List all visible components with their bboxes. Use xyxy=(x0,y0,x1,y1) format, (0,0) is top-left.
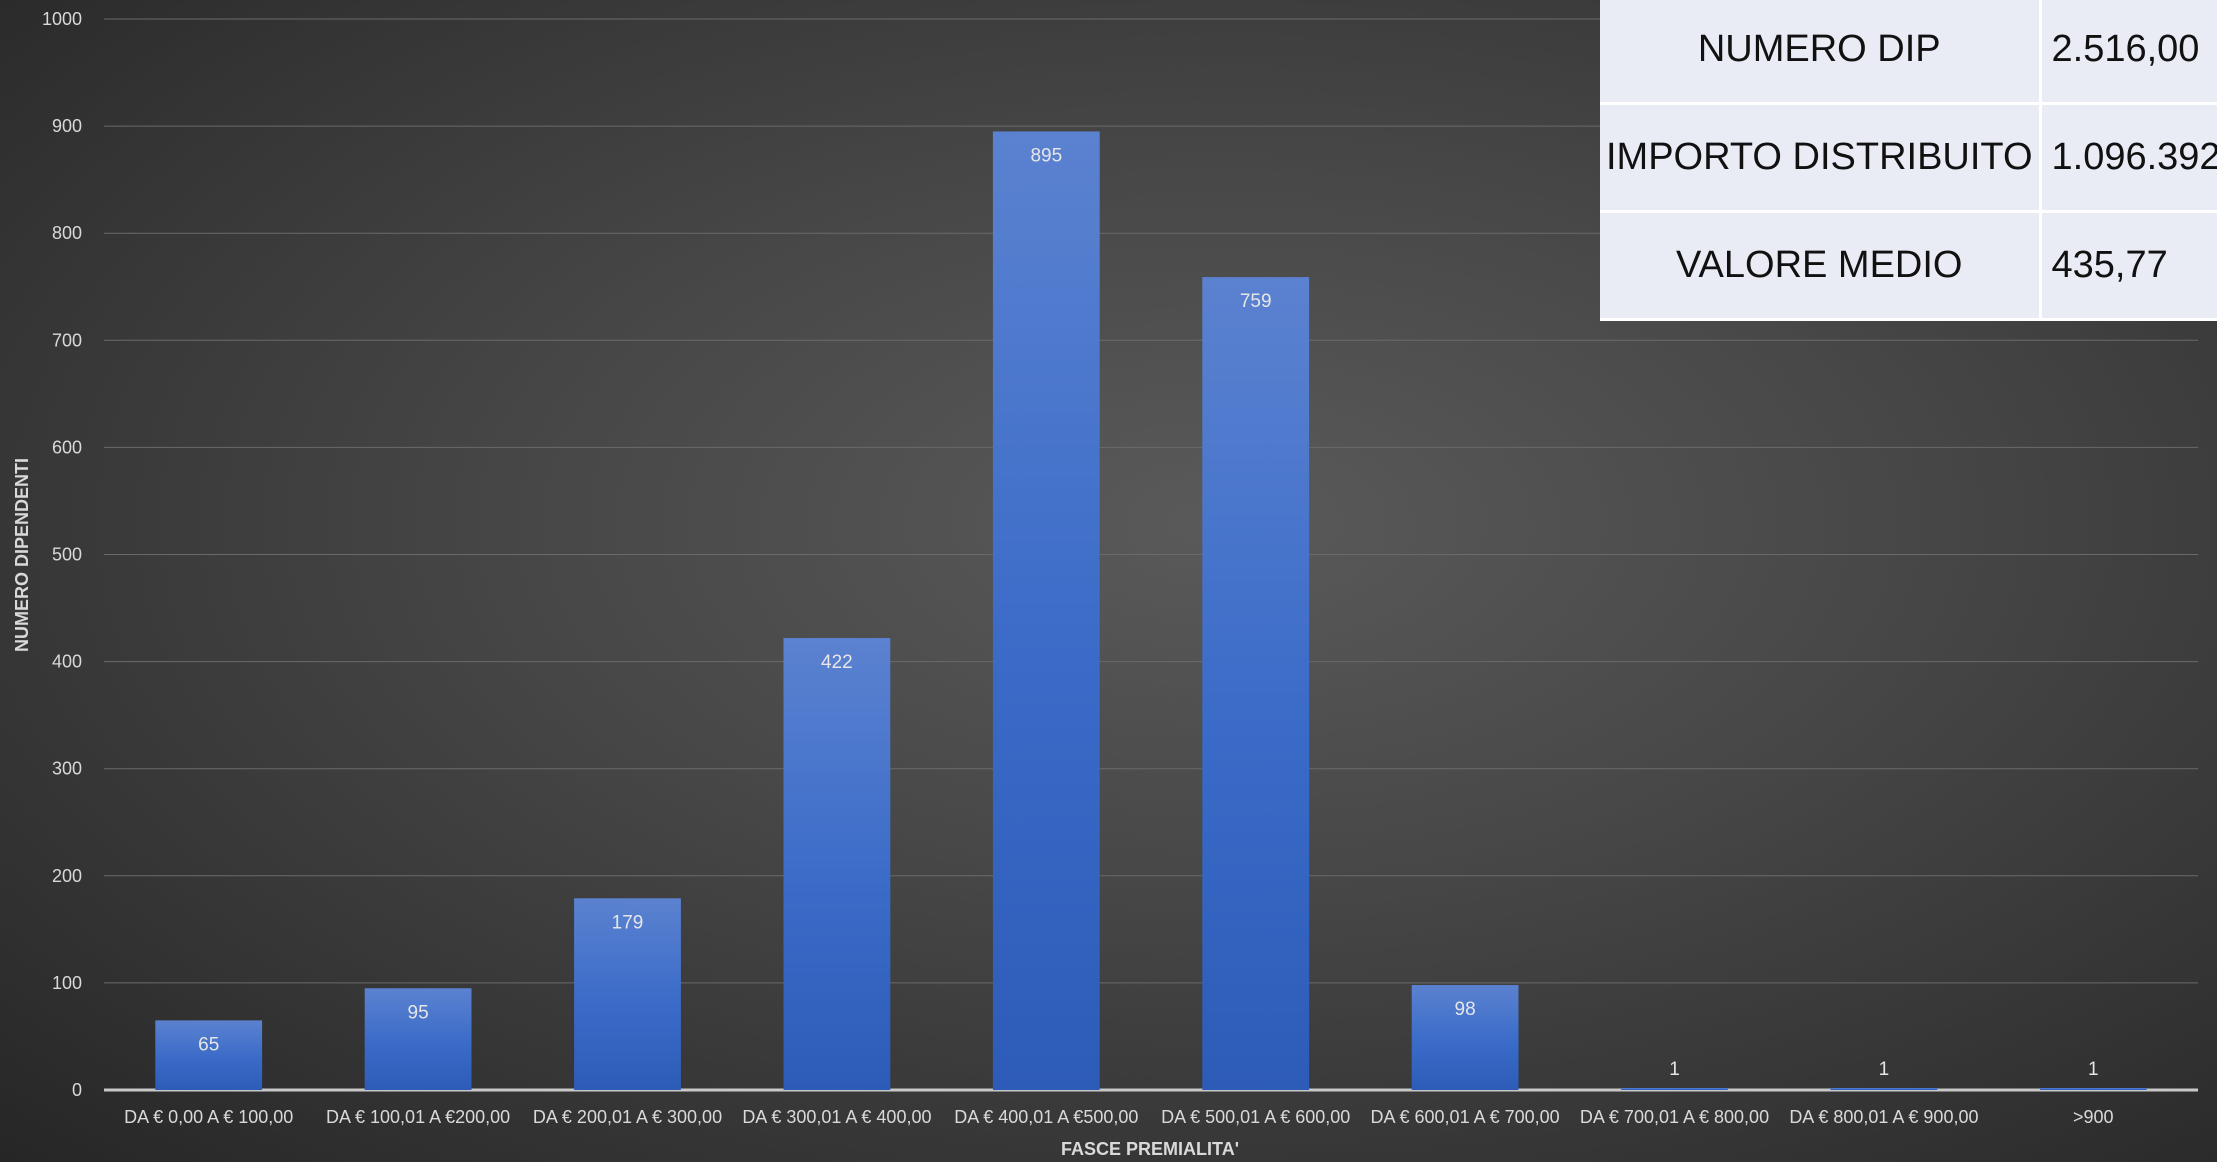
summary-label: NUMERO DIP xyxy=(1600,0,2042,105)
y-tick-label: 100 xyxy=(52,973,82,993)
summary-row: NUMERO DIP 2.516,00 xyxy=(1600,0,2217,105)
x-tick-label: >900 xyxy=(2073,1107,2114,1127)
data-label: 179 xyxy=(612,912,644,933)
data-label: 98 xyxy=(1455,999,1476,1020)
summary-value: 1.096.392,3 xyxy=(2040,103,2217,213)
data-label: 759 xyxy=(1240,291,1272,312)
x-tick-label: DA € 800,01 A € 900,00 xyxy=(1789,1107,1978,1127)
y-tick-label: 500 xyxy=(52,545,82,565)
summary-row: IMPORTO DISTRIBUITO 1.096.392,3 xyxy=(1600,103,2217,213)
bar xyxy=(155,1020,263,1090)
y-axis-ticks: 0 100 200 300 400 500 600 700 800 900 1000 xyxy=(42,9,82,1100)
x-tick-label: DA € 600,01 A € 700,00 xyxy=(1371,1107,1560,1127)
data-label: 895 xyxy=(1030,145,1062,166)
bars: 65 95 179 422 895 759 98 1 1 1 xyxy=(155,131,2147,1091)
x-tick-label: DA € 0,00 A € 100,00 xyxy=(124,1107,293,1127)
x-tick-label: DA € 400,01 A €500,00 xyxy=(954,1107,1138,1127)
x-axis-title: FASCE PREMIALITA' xyxy=(1061,1139,1239,1159)
y-tick-label: 600 xyxy=(52,437,82,457)
x-axis-ticks: DA € 0,00 A € 100,00 DA € 100,01 A €200,0… xyxy=(124,1107,2113,1127)
bar xyxy=(783,638,891,1090)
bar xyxy=(2039,1088,2147,1090)
data-label: 422 xyxy=(821,652,853,673)
summary-label: VALORE MEDIO xyxy=(1600,211,2042,321)
x-tick-label: DA € 200,01 A € 300,00 xyxy=(533,1107,722,1127)
x-tick-label: DA € 500,01 A € 600,00 xyxy=(1161,1107,1350,1127)
summary-table: NUMERO DIP 2.516,00 IMPORTO DISTRIBUITO … xyxy=(1600,0,2217,321)
data-label: 65 xyxy=(198,1034,219,1055)
y-tick-label: 200 xyxy=(52,866,82,886)
y-tick-label: 0 xyxy=(72,1080,82,1100)
summary-row: VALORE MEDIO 435,77 xyxy=(1600,211,2217,321)
bar xyxy=(364,988,472,1090)
bar xyxy=(574,898,681,1090)
y-tick-label: 700 xyxy=(52,330,82,350)
y-axis-title: NUMERO DIPENDENTI xyxy=(12,458,32,652)
x-tick-label: DA € 700,01 A € 800,00 xyxy=(1580,1107,1769,1127)
data-label: 95 xyxy=(408,1002,429,1023)
y-tick-label: 300 xyxy=(52,759,82,779)
data-label: 1 xyxy=(1879,1059,1890,1080)
summary-value: 435,77 xyxy=(2040,211,2217,321)
summary-value: 2.516,00 xyxy=(2040,0,2217,105)
x-tick-label: DA € 100,01 A €200,00 xyxy=(326,1107,510,1127)
y-tick-label: 900 xyxy=(52,116,82,136)
bar xyxy=(992,131,1100,1090)
y-tick-label: 400 xyxy=(52,652,82,672)
data-label: 1 xyxy=(1669,1059,1680,1080)
bar xyxy=(1621,1088,1728,1090)
data-label: 1 xyxy=(2088,1059,2099,1080)
summary-label: IMPORTO DISTRIBUITO xyxy=(1600,103,2042,213)
y-tick-label: 1000 xyxy=(42,9,82,29)
x-tick-label: DA € 300,01 A € 400,00 xyxy=(742,1107,931,1127)
bar xyxy=(1411,985,1519,1090)
bar xyxy=(1202,277,1310,1091)
bar xyxy=(1830,1088,1938,1090)
y-tick-label: 800 xyxy=(52,223,82,243)
